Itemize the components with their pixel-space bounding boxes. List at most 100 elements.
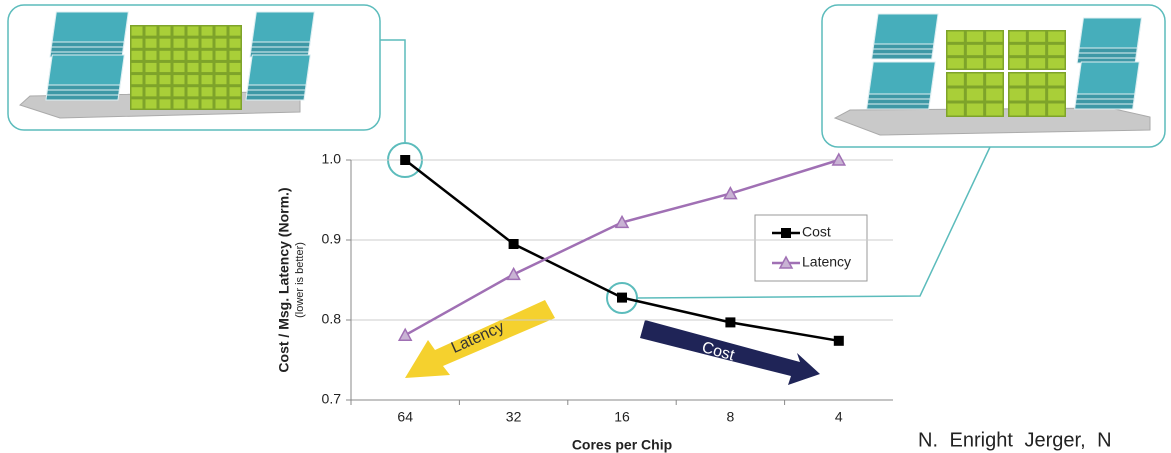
- core: [1010, 32, 1026, 42]
- core: [230, 99, 241, 108]
- core: [1029, 45, 1045, 55]
- memory-stack: [248, 55, 310, 85]
- core: [1048, 74, 1064, 86]
- core: [160, 51, 171, 60]
- core: [1048, 32, 1064, 42]
- core: [230, 51, 241, 60]
- decoration: [8, 5, 1165, 385]
- core: [188, 51, 199, 60]
- core: [174, 63, 185, 72]
- core: [230, 63, 241, 72]
- core: [986, 58, 1002, 68]
- core: [948, 104, 964, 116]
- core: [174, 51, 185, 60]
- core: [1029, 89, 1045, 101]
- core: [188, 99, 199, 108]
- core: [202, 99, 213, 108]
- core: [1048, 89, 1064, 101]
- memory-stack: [869, 62, 935, 94]
- source: N. Enright Jerger, N: [918, 429, 1112, 451]
- x-tick-label: 4: [835, 409, 843, 425]
- y-tick-label: 1.0: [322, 151, 342, 167]
- core: [174, 39, 185, 48]
- core: [146, 87, 157, 96]
- annotation: Cost: [700, 339, 737, 365]
- core: [202, 87, 213, 96]
- core: [160, 27, 171, 36]
- core: [230, 39, 241, 48]
- y-tick-label: 0.7: [322, 391, 342, 407]
- core: [132, 63, 143, 72]
- core: [132, 39, 143, 48]
- y-tick-label: 0.9: [322, 231, 342, 247]
- core: [216, 39, 227, 48]
- core: [967, 32, 983, 42]
- core: [202, 39, 213, 48]
- marker: [508, 268, 520, 279]
- core: [188, 75, 199, 84]
- callout-line: [380, 40, 405, 143]
- core: [1029, 32, 1045, 42]
- core: [230, 75, 241, 84]
- core: [146, 75, 157, 84]
- core: [230, 27, 241, 36]
- core: [1048, 58, 1064, 68]
- core: [1029, 104, 1045, 116]
- core: [202, 27, 213, 36]
- core: [1029, 58, 1045, 68]
- core: [216, 87, 227, 96]
- memory-stack: [874, 14, 938, 44]
- core: [188, 87, 199, 96]
- core: [132, 99, 143, 108]
- y-tick-label: 0.8: [322, 311, 342, 327]
- core: [146, 39, 157, 48]
- x-tick-label: 32: [506, 409, 522, 425]
- core: [188, 39, 199, 48]
- core: [160, 75, 171, 84]
- core: [216, 99, 227, 108]
- core: [986, 32, 1002, 42]
- y-axis-sublabel: (lower is better): [294, 242, 306, 318]
- core: [948, 45, 964, 55]
- core: [948, 32, 964, 42]
- core: [948, 58, 964, 68]
- y-axis-label: Cost / Msg. Latency (Norm.): [276, 187, 292, 372]
- core: [1010, 89, 1026, 101]
- core: [1029, 74, 1045, 86]
- core: [1048, 45, 1064, 55]
- x-tick-label: 16: [614, 409, 630, 425]
- core: [967, 89, 983, 101]
- core: [188, 27, 199, 36]
- core: [132, 51, 143, 60]
- marker: [399, 329, 411, 340]
- core: [1010, 58, 1026, 68]
- memory-stack: [1077, 62, 1139, 94]
- core: [967, 45, 983, 55]
- core: [216, 27, 227, 36]
- legend-label: Cost: [802, 224, 831, 240]
- core: [967, 104, 983, 116]
- core: [188, 63, 199, 72]
- core: [132, 75, 143, 84]
- core: [146, 27, 157, 36]
- core: [202, 75, 213, 84]
- core: [1010, 45, 1026, 55]
- marker: [781, 228, 791, 238]
- core: [146, 63, 157, 72]
- memory-stack: [48, 55, 124, 85]
- core: [1010, 104, 1026, 116]
- core: [230, 87, 241, 96]
- core: [202, 51, 213, 60]
- core: [986, 104, 1002, 116]
- core: [132, 87, 143, 96]
- memory-stack: [52, 12, 128, 42]
- chart: Latency Cost Cost / Msg. Latency (Norm.)…: [0, 0, 1171, 453]
- marker: [725, 317, 735, 327]
- core: [146, 51, 157, 60]
- core: [948, 74, 964, 86]
- legend-label: Latency: [802, 254, 851, 270]
- x-axis-label: Cores per Chip: [572, 437, 672, 453]
- marker: [400, 155, 410, 165]
- marker: [617, 293, 627, 303]
- core: [216, 75, 227, 84]
